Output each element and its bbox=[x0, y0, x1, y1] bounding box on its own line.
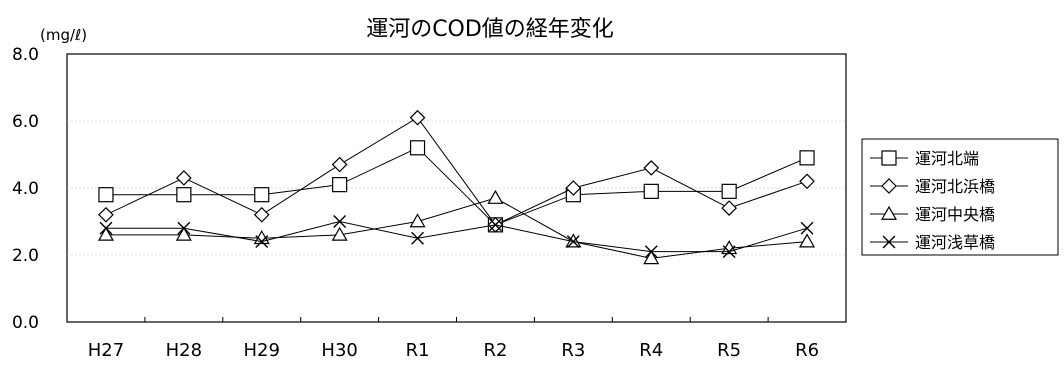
series-line bbox=[105, 220, 808, 253]
data-point bbox=[333, 215, 347, 228]
x-tick-label: R5 bbox=[717, 340, 741, 361]
x-tick-label: R4 bbox=[639, 340, 663, 361]
data-point bbox=[721, 200, 737, 216]
legend-item: 運河北端 bbox=[870, 149, 979, 168]
data-point bbox=[175, 226, 192, 241]
data-point bbox=[566, 235, 580, 249]
data-point bbox=[176, 187, 192, 203]
data-point bbox=[332, 177, 348, 193]
data-point bbox=[176, 170, 192, 186]
data-point bbox=[331, 156, 348, 173]
series-4 bbox=[99, 215, 814, 259]
data-point bbox=[800, 221, 814, 235]
data-point bbox=[799, 173, 815, 190]
x-tick-label: R3 bbox=[561, 340, 585, 361]
data-point bbox=[489, 218, 502, 232]
data-point bbox=[409, 109, 426, 126]
y-tick-label: 2.0 bbox=[12, 246, 39, 266]
y-tick-label: 0.0 bbox=[12, 313, 39, 333]
legend-marker bbox=[881, 150, 897, 166]
legend-label: 運河北浜橋 bbox=[915, 177, 995, 196]
legend-item: 運河北浜橋 bbox=[870, 177, 995, 196]
series-3 bbox=[97, 189, 816, 265]
series-2 bbox=[98, 109, 815, 233]
data-point bbox=[643, 160, 660, 176]
legend-marker bbox=[880, 205, 898, 220]
x-tick-label: H27 bbox=[88, 340, 124, 361]
y-tick-label: 6.0 bbox=[12, 112, 39, 132]
series-layer bbox=[97, 109, 816, 265]
data-point bbox=[254, 187, 270, 203]
series-line bbox=[105, 116, 808, 226]
data-point bbox=[643, 183, 659, 199]
series-line bbox=[105, 147, 808, 226]
data-point bbox=[409, 140, 426, 156]
data-point bbox=[565, 180, 582, 196]
data-point bbox=[253, 206, 270, 223]
legend-label: 運河北端 bbox=[915, 149, 979, 168]
x-tick-label: H30 bbox=[321, 340, 357, 361]
data-point bbox=[331, 226, 348, 241]
data-point bbox=[411, 231, 424, 245]
x-tick-label: R6 bbox=[795, 340, 819, 361]
legend-marker bbox=[882, 235, 896, 249]
data-point bbox=[97, 226, 114, 241]
chart-title: 運河のCOD値の経年変化 bbox=[366, 17, 614, 42]
x-axis-ticks: H27 H28 H29 H30 R1 R2 R3 R4 R5 R6 bbox=[88, 317, 819, 361]
legend-item: 運河浅草橋 bbox=[870, 233, 995, 252]
data-point bbox=[643, 250, 660, 265]
data-point bbox=[722, 245, 736, 259]
legend-marker bbox=[881, 178, 897, 194]
legend-label: 運河浅草橋 bbox=[915, 233, 995, 252]
data-point bbox=[799, 150, 815, 166]
y-tick-label: 4.0 bbox=[12, 179, 39, 199]
data-point bbox=[799, 233, 816, 248]
x-tick-label: H29 bbox=[244, 340, 280, 361]
data-point bbox=[644, 245, 658, 259]
data-point bbox=[487, 189, 504, 204]
data-point bbox=[98, 206, 114, 223]
data-point bbox=[721, 183, 737, 199]
data-point bbox=[255, 235, 269, 249]
data-point bbox=[409, 213, 426, 228]
x-tick-label: R1 bbox=[406, 340, 430, 361]
data-point bbox=[99, 221, 113, 235]
data-point bbox=[177, 221, 191, 235]
y-tick-label: 8.0 bbox=[12, 45, 39, 65]
x-tick-label: R2 bbox=[483, 340, 507, 361]
x-tick-label: H28 bbox=[166, 340, 202, 361]
y-axis-unit-label: (mg/ℓ) bbox=[40, 26, 87, 44]
series-line bbox=[105, 197, 808, 259]
data-point bbox=[98, 187, 114, 203]
y-axis-ticks: 0.0 2.0 4.0 6.0 8.0 bbox=[12, 45, 39, 333]
legend-item: 運河中央橋 bbox=[870, 205, 995, 224]
grid-lines bbox=[67, 120, 846, 256]
legend-label: 運河中央橋 bbox=[915, 205, 995, 224]
